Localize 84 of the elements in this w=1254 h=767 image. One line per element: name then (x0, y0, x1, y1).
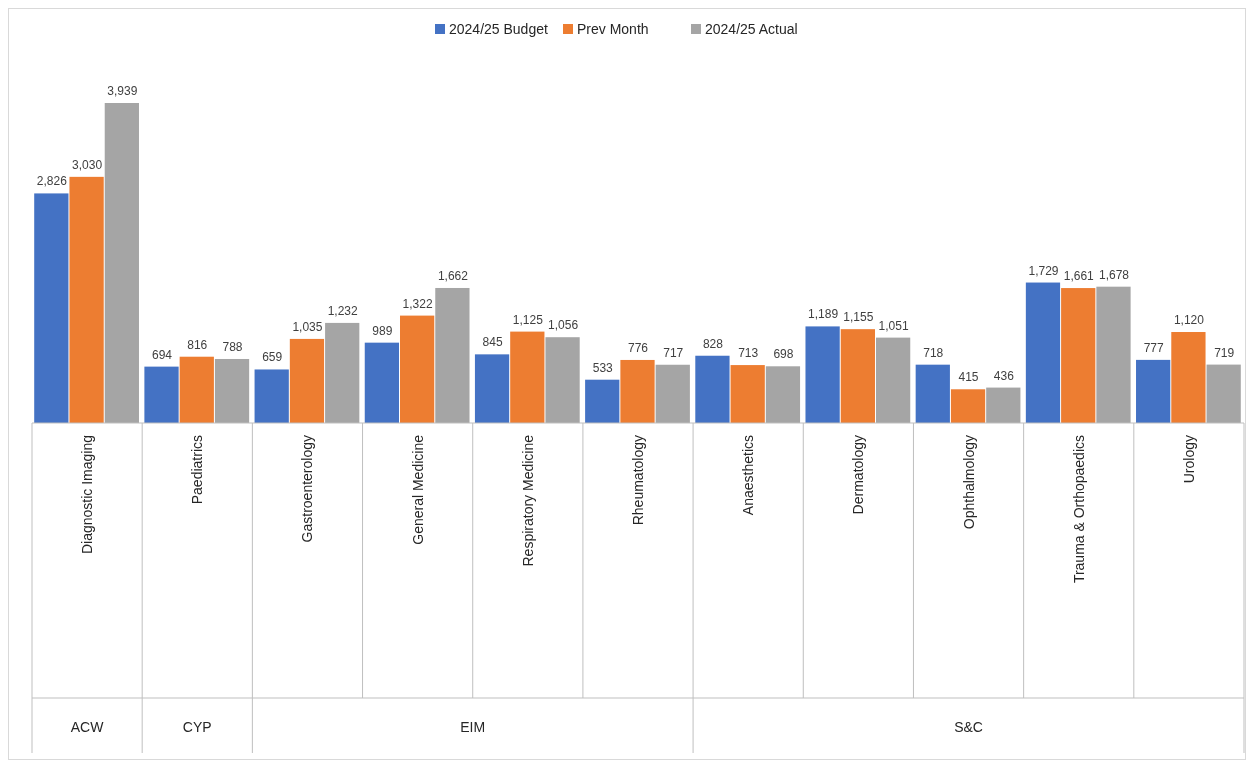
x-tick-label: Dermatology (850, 435, 867, 515)
data-label: 694 (152, 347, 173, 362)
data-label: 415 (958, 370, 979, 385)
data-label: 717 (663, 345, 684, 360)
bar (474, 354, 510, 423)
x-tick-label: Rheumatology (630, 435, 646, 526)
data-label: 777 (1143, 340, 1164, 355)
bar (1136, 359, 1171, 423)
x-tick-label: Diagnostic Imaging (79, 435, 96, 555)
bar (805, 326, 840, 423)
bar (1206, 364, 1241, 423)
bar (289, 338, 325, 423)
legend-label: 2024/25 Actual (705, 21, 798, 37)
x-tick-label: Trauma & Orthopaedics (1070, 435, 1087, 584)
data-label: 828 (702, 336, 724, 351)
bar (695, 355, 730, 423)
data-label: 1,051 (878, 318, 909, 333)
bar (179, 356, 214, 423)
data-label: 533 (592, 360, 614, 375)
bar (620, 359, 655, 423)
bar (1171, 332, 1206, 423)
bar (655, 364, 690, 423)
bar (1061, 288, 1096, 423)
bar (400, 315, 435, 423)
bar (840, 329, 875, 423)
legend-label: Prev Month (577, 21, 649, 37)
bar (104, 103, 139, 423)
data-label: 1,120 (1173, 313, 1205, 328)
bar (435, 287, 470, 423)
bar (254, 369, 289, 423)
bar (730, 365, 765, 423)
data-label: 1,035 (292, 319, 323, 334)
text: S&C (954, 719, 983, 735)
bar (34, 193, 69, 423)
x-tick-label: Anaesthetics (740, 435, 757, 516)
bar (986, 387, 1021, 423)
x-tick-label: Gastroenterology (299, 435, 316, 543)
bar (875, 337, 911, 423)
bar (510, 331, 545, 423)
data-label: 1,322 (402, 296, 433, 311)
bar (325, 322, 360, 423)
bar (950, 389, 986, 423)
data-label: 1,678 (1098, 267, 1130, 282)
bar (1096, 286, 1131, 423)
text: EIM (460, 719, 486, 735)
data-label: 1,189 (808, 307, 839, 322)
bar (144, 366, 179, 423)
data-label: 1,125 (512, 312, 544, 327)
data-label: 1,155 (843, 310, 874, 325)
data-label: 1,729 (1028, 263, 1059, 278)
bar (1025, 282, 1061, 423)
data-label: 698 (773, 347, 794, 362)
x-tick-label: Paediatrics (189, 435, 206, 505)
data-label: 1,662 (437, 268, 469, 283)
bar (585, 379, 620, 423)
bar (214, 358, 250, 423)
data-label: 788 (222, 339, 243, 354)
x-tick-label: Ophthalmology (960, 435, 977, 530)
data-label: 1,232 (327, 303, 359, 318)
x-tick-label: Urology (1180, 435, 1197, 484)
data-label: 3,030 (72, 157, 103, 172)
data-label: 713 (738, 346, 759, 361)
x-tick-label: General Medicine (409, 434, 426, 545)
bar (915, 364, 950, 423)
text: CYP (182, 719, 212, 735)
data-label: 816 (187, 337, 208, 352)
data-label: 659 (262, 350, 283, 365)
data-label: 2,826 (36, 174, 68, 189)
x-tick-label: Respiratory Medicine (519, 434, 536, 567)
data-label: 718 (923, 345, 944, 360)
legend-label: 2024/25 Budget (449, 21, 548, 37)
data-label: 3,939 (107, 84, 138, 98)
data-label: 989 (372, 323, 393, 338)
text: ACW (70, 719, 105, 735)
bar (69, 176, 104, 423)
data-label: 719 (1214, 345, 1235, 360)
data-label: 845 (482, 335, 503, 350)
bar (765, 366, 801, 423)
bar (545, 337, 580, 423)
data-label: 776 (627, 340, 649, 355)
data-label: 436 (993, 368, 1015, 383)
data-label: 1,056 (548, 318, 579, 333)
bar (364, 342, 400, 423)
data-label: 1,661 (1063, 269, 1095, 284)
